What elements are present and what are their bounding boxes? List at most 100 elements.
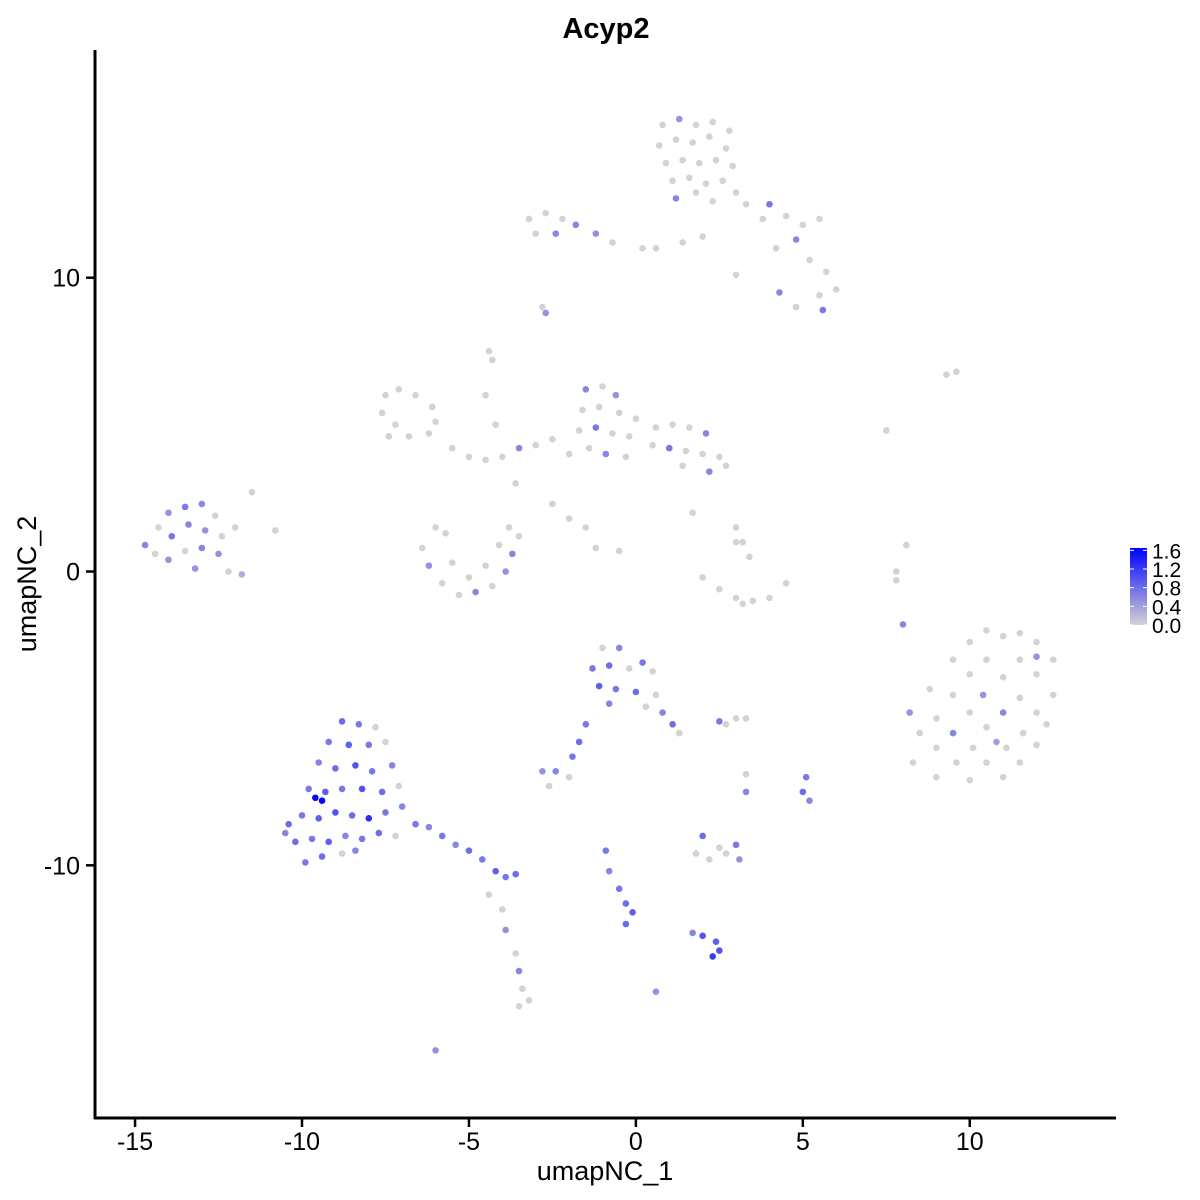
data-point bbox=[969, 744, 977, 752]
data-point bbox=[375, 829, 383, 837]
data-point bbox=[933, 773, 940, 781]
color-bar bbox=[1130, 548, 1147, 625]
data-point bbox=[903, 541, 910, 549]
data-point bbox=[699, 932, 706, 940]
points-layer bbox=[141, 115, 1057, 1054]
data-point bbox=[949, 656, 957, 663]
data-point bbox=[442, 530, 449, 537]
data-point bbox=[502, 873, 509, 881]
data-point bbox=[652, 245, 660, 252]
data-point bbox=[722, 145, 730, 152]
data-point bbox=[378, 788, 386, 796]
data-point bbox=[706, 468, 713, 475]
data-point bbox=[816, 215, 823, 223]
data-point bbox=[742, 715, 750, 722]
data-point bbox=[599, 644, 606, 652]
data-point bbox=[732, 524, 740, 531]
data-point bbox=[542, 209, 550, 217]
data-point bbox=[679, 239, 686, 246]
data-point bbox=[639, 245, 646, 252]
data-point bbox=[732, 189, 740, 196]
data-point bbox=[679, 462, 686, 470]
data-point bbox=[726, 127, 733, 135]
data-point bbox=[582, 386, 590, 393]
data-point bbox=[489, 356, 496, 364]
data-point bbox=[165, 509, 172, 517]
data-point bbox=[746, 553, 753, 561]
data-point bbox=[722, 720, 730, 728]
data-point bbox=[398, 803, 406, 810]
data-point bbox=[482, 391, 489, 399]
data-point bbox=[722, 850, 730, 857]
data-point bbox=[432, 418, 439, 425]
data-point bbox=[639, 659, 646, 666]
data-point bbox=[452, 841, 459, 849]
x-axis-title: umapNC_1 bbox=[537, 1156, 674, 1186]
data-point bbox=[609, 239, 616, 246]
data-point bbox=[385, 433, 393, 440]
data-point bbox=[305, 785, 312, 793]
data-point bbox=[592, 424, 600, 431]
data-point bbox=[615, 644, 623, 652]
data-point bbox=[882, 427, 890, 434]
data-point bbox=[659, 121, 666, 129]
data-point bbox=[485, 347, 493, 355]
data-point bbox=[489, 582, 496, 590]
data-point bbox=[509, 550, 516, 558]
data-point bbox=[405, 433, 413, 440]
data-point bbox=[352, 847, 359, 854]
data-point bbox=[983, 759, 990, 766]
data-point bbox=[285, 820, 292, 828]
data-point bbox=[418, 544, 426, 552]
data-point bbox=[776, 289, 783, 296]
data-point bbox=[662, 159, 670, 167]
data-point bbox=[933, 744, 940, 752]
data-point bbox=[478, 856, 486, 863]
data-point bbox=[716, 844, 723, 851]
data-point bbox=[822, 268, 830, 276]
data-point bbox=[592, 230, 600, 237]
data-point bbox=[736, 856, 743, 863]
data-point bbox=[438, 579, 446, 587]
data-point bbox=[629, 909, 636, 916]
data-point bbox=[515, 532, 523, 540]
data-point bbox=[792, 303, 800, 311]
data-point bbox=[549, 500, 556, 508]
data-point bbox=[1033, 741, 1040, 749]
data-point bbox=[492, 867, 499, 875]
data-point bbox=[539, 303, 546, 311]
data-point bbox=[999, 673, 1007, 681]
data-point bbox=[766, 200, 773, 208]
data-point bbox=[338, 718, 346, 725]
data-point bbox=[686, 424, 693, 431]
data-point bbox=[502, 926, 509, 934]
data-point bbox=[943, 371, 950, 378]
data-point bbox=[512, 480, 519, 487]
data-point bbox=[368, 768, 376, 775]
data-point bbox=[625, 665, 633, 672]
data-point bbox=[742, 200, 750, 208]
data-point bbox=[699, 832, 706, 840]
data-point bbox=[552, 230, 560, 237]
data-point bbox=[772, 245, 780, 252]
data-point bbox=[372, 723, 379, 731]
data-point bbox=[425, 562, 433, 569]
data-point bbox=[689, 139, 696, 146]
data-point bbox=[595, 682, 603, 690]
data-point bbox=[231, 524, 239, 531]
data-point bbox=[165, 556, 172, 564]
data-point bbox=[191, 565, 199, 572]
data-point bbox=[689, 509, 696, 517]
x-tick-label: -15 bbox=[117, 1128, 153, 1156]
data-point bbox=[716, 585, 723, 593]
data-point bbox=[465, 453, 473, 461]
legend-label: 1.6 bbox=[1152, 540, 1181, 563]
data-point bbox=[816, 292, 823, 299]
data-point bbox=[141, 541, 149, 549]
data-point bbox=[949, 729, 957, 737]
data-point bbox=[282, 829, 289, 837]
data-point bbox=[625, 433, 633, 440]
data-point bbox=[428, 403, 436, 411]
x-tick-label: -5 bbox=[458, 1128, 480, 1156]
data-point bbox=[999, 632, 1007, 640]
